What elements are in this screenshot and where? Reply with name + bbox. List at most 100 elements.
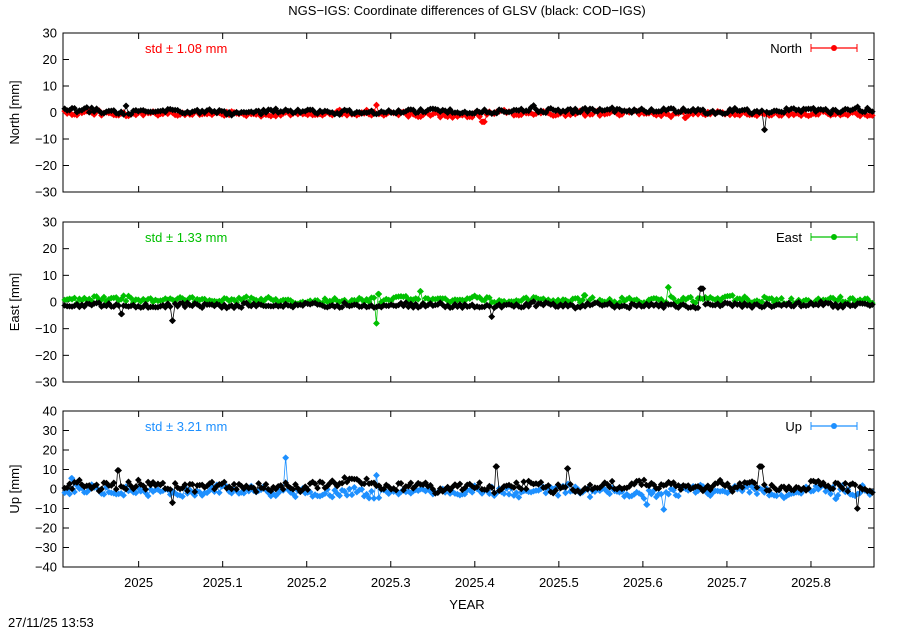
data-point [557, 484, 564, 492]
figure-title: NGS−IGS: Coordinate differences of GLSV … [288, 3, 645, 18]
data-point [616, 105, 623, 113]
data-point [120, 292, 127, 300]
data-point [461, 301, 469, 308]
data-point [191, 492, 199, 499]
data-point [117, 490, 125, 497]
data-point [76, 295, 83, 303]
data-point [169, 317, 176, 324]
data-point [562, 483, 569, 491]
data-point [486, 294, 493, 301]
data-point [709, 489, 717, 497]
data-point [250, 295, 258, 303]
data-point [85, 300, 93, 308]
data-point [564, 303, 572, 310]
data-point [660, 105, 667, 112]
data-point [166, 295, 174, 302]
data-point [711, 296, 719, 303]
data-point [130, 485, 137, 493]
y-tick-label: 20 [43, 241, 57, 256]
data-point [326, 492, 334, 499]
data-point [562, 296, 569, 304]
y-tick-label: 30 [43, 423, 57, 438]
data-point [515, 494, 523, 501]
data-point [508, 483, 515, 490]
y-tick-label: −40 [35, 560, 57, 575]
data-point [387, 301, 395, 308]
panel-east: 30 20 10 0 −10 −20 −30 East [mm] std ± 1.33 mm Ea… [7, 215, 876, 390]
data-point [122, 102, 130, 110]
data-point [365, 108, 373, 116]
data-point [159, 487, 167, 495]
data-point [203, 110, 211, 118]
data-point [274, 490, 282, 497]
data-point [135, 302, 142, 310]
data-point [554, 303, 562, 311]
data-point [378, 298, 385, 306]
data-point [375, 494, 383, 502]
data-point [598, 482, 606, 489]
data-point [100, 293, 108, 301]
data-point [709, 107, 717, 115]
data-point [486, 302, 493, 310]
data-point [365, 298, 373, 306]
data-point [233, 301, 240, 309]
data-point [336, 492, 343, 500]
data-point [476, 479, 483, 486]
data-point [424, 295, 432, 302]
data-point [788, 295, 795, 302]
data-point [800, 297, 807, 305]
data-point [289, 299, 297, 306]
data-point [761, 481, 768, 489]
data-point [297, 488, 304, 496]
data-point [704, 295, 712, 303]
data-point [338, 486, 346, 494]
data-point [444, 297, 451, 305]
data-point [189, 481, 196, 488]
data-point [142, 300, 149, 308]
x-tick-label: 2025 [124, 575, 153, 590]
data-point [176, 485, 184, 493]
data-point [606, 483, 613, 491]
data-point [208, 478, 216, 486]
x-tick-label: 2025.5 [539, 575, 579, 590]
std-label: std ± 3.21 mm [145, 419, 227, 434]
data-point [576, 304, 584, 311]
data-point [856, 296, 864, 303]
data-point [68, 485, 76, 493]
y-axis-label: East [mm] [7, 273, 22, 332]
data-point [476, 293, 483, 301]
data-point [216, 489, 223, 496]
data-point [225, 297, 233, 305]
data-point [429, 485, 437, 493]
data-point [375, 290, 383, 298]
data-point [166, 486, 174, 493]
data-point [544, 482, 552, 489]
data-point [800, 484, 807, 492]
data-point [827, 490, 834, 498]
data-point [856, 489, 864, 497]
x-tick-label: 2025.2 [287, 575, 327, 590]
data-point [652, 295, 660, 302]
data-point [562, 300, 569, 308]
data-point [328, 302, 336, 309]
data-point [702, 485, 709, 492]
data-point [414, 109, 422, 116]
data-point [805, 112, 812, 120]
data-point [564, 465, 572, 472]
data-point [179, 295, 186, 302]
data-point [243, 299, 250, 307]
data-point [213, 482, 221, 490]
data-point [797, 108, 805, 116]
data-point [719, 301, 726, 309]
data-point [567, 105, 574, 113]
data-point [324, 486, 331, 493]
data-point [193, 295, 201, 303]
data-point [112, 485, 120, 493]
data-point [807, 299, 815, 306]
data-point [373, 472, 380, 479]
data-point [805, 301, 812, 309]
data-point [324, 298, 331, 306]
std-label: std ± 1.08 mm [145, 41, 227, 56]
data-point [802, 487, 810, 494]
